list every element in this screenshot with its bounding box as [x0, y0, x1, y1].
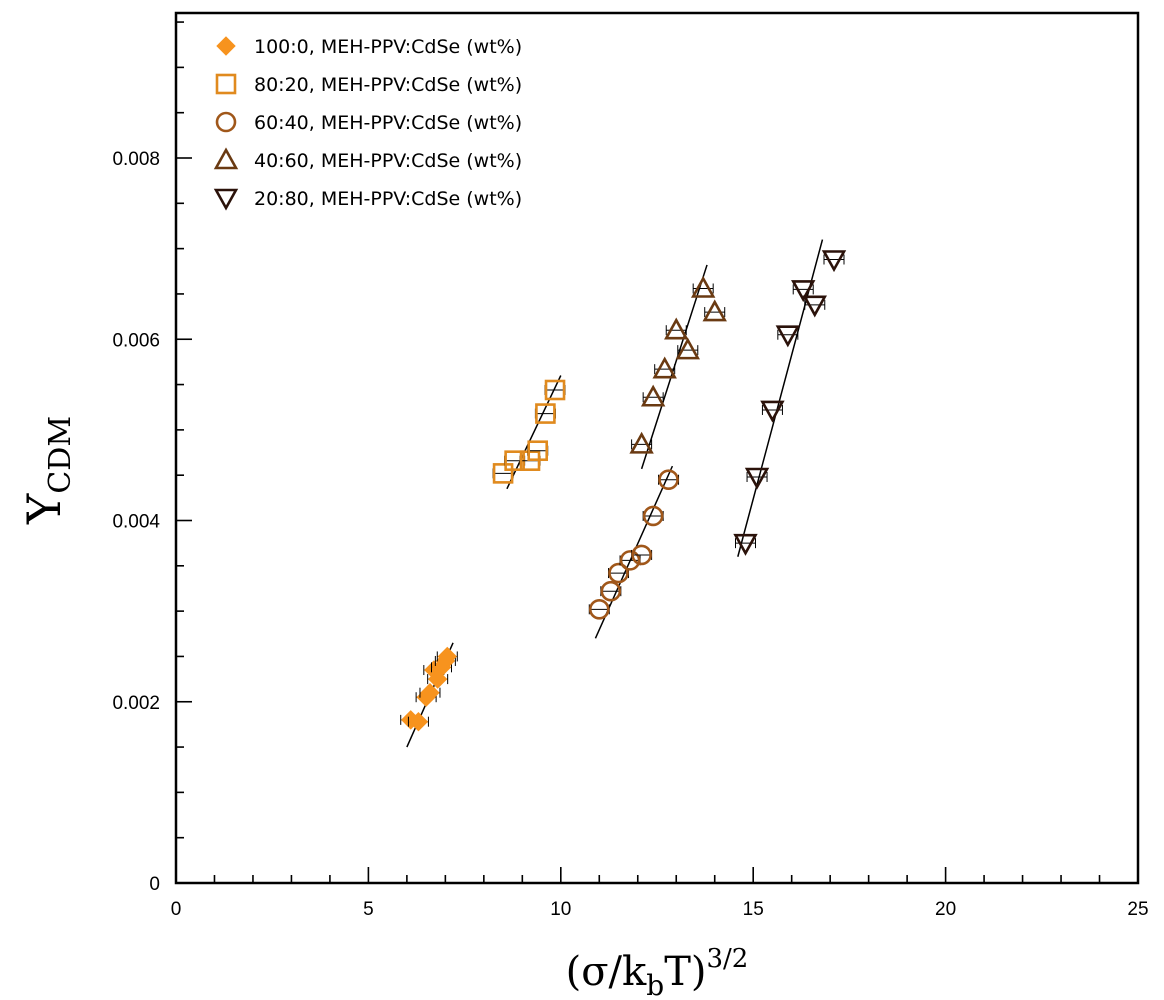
- data-point: [802, 295, 827, 318]
- legend-marker: [213, 188, 239, 211]
- legend-label: 40:60, MEH-PPV:CdSe (wt%): [254, 150, 522, 172]
- y-axis-title: YCDM: [17, 416, 78, 525]
- x-tick-label: 20: [935, 899, 956, 920]
- data-points: [400, 250, 847, 732]
- legend-label: 20:80, MEH-PPV:CdSe (wt%): [254, 188, 522, 210]
- data-point: [588, 599, 610, 620]
- data-point: [775, 325, 801, 348]
- legend-label: 80:20, MEH-PPV:CdSe (wt%): [254, 74, 522, 96]
- data-point: [640, 384, 666, 407]
- legend-marker: [213, 147, 239, 170]
- x-tick-label: 25: [1127, 899, 1148, 920]
- x-tick-label: 15: [743, 899, 764, 920]
- x-tick-label: 5: [363, 899, 374, 920]
- data-point: [600, 580, 622, 602]
- data-point: [492, 463, 514, 484]
- legend-marker: [216, 36, 236, 56]
- data-point: [420, 682, 440, 703]
- legend-label: 60:40, MEH-PPV:CdSe (wt%): [254, 112, 522, 134]
- fit-lines: [406, 239, 824, 748]
- axis-ticks: [175, 21, 1139, 884]
- data-point: [664, 317, 689, 340]
- data-point: [821, 250, 847, 273]
- data-point: [535, 403, 556, 424]
- x-axis-title: (σ/kbT)3/2: [566, 944, 749, 1000]
- data-point: [652, 356, 677, 379]
- x-tick-label: 0: [171, 899, 182, 920]
- data-point: [760, 400, 785, 423]
- legend: 100:0, MEH-PPV:CdSe (wt%) 80:20, MEH-PPV:…: [213, 36, 522, 211]
- y-tick-label: 0.002: [112, 693, 160, 714]
- y-tick-label: 0.008: [112, 149, 160, 170]
- data-point: [437, 646, 457, 667]
- data-point: [733, 533, 758, 556]
- data-point: [619, 550, 641, 571]
- data-point: [791, 280, 816, 303]
- data-point: [608, 562, 629, 584]
- y-tick-label: 0.004: [112, 512, 160, 533]
- legend-marker: [215, 73, 237, 95]
- legend-marker: [215, 111, 237, 133]
- data-point: [690, 275, 716, 298]
- plot-frame: [174, 11, 1140, 885]
- legend-label: 100:0, MEH-PPV:CdSe (wt%): [254, 36, 522, 58]
- y-tick-label: 0.006: [112, 330, 160, 351]
- data-point: [744, 467, 770, 490]
- data-point: [675, 337, 700, 360]
- data-point: [631, 544, 652, 566]
- data-point: [658, 469, 679, 491]
- data-point: [642, 505, 664, 527]
- data-point: [527, 440, 549, 462]
- data-point: [544, 379, 566, 401]
- tick-labels: 0 5 10 15 20 25 0 0.002 0.004 0.006 0.008: [112, 149, 1148, 920]
- data-point: [702, 299, 727, 322]
- x-tick-label: 10: [550, 899, 571, 920]
- fit-line: [506, 375, 562, 490]
- data-point: [629, 431, 654, 454]
- data-point: [408, 711, 429, 732]
- y-tick-label: 0: [149, 874, 160, 895]
